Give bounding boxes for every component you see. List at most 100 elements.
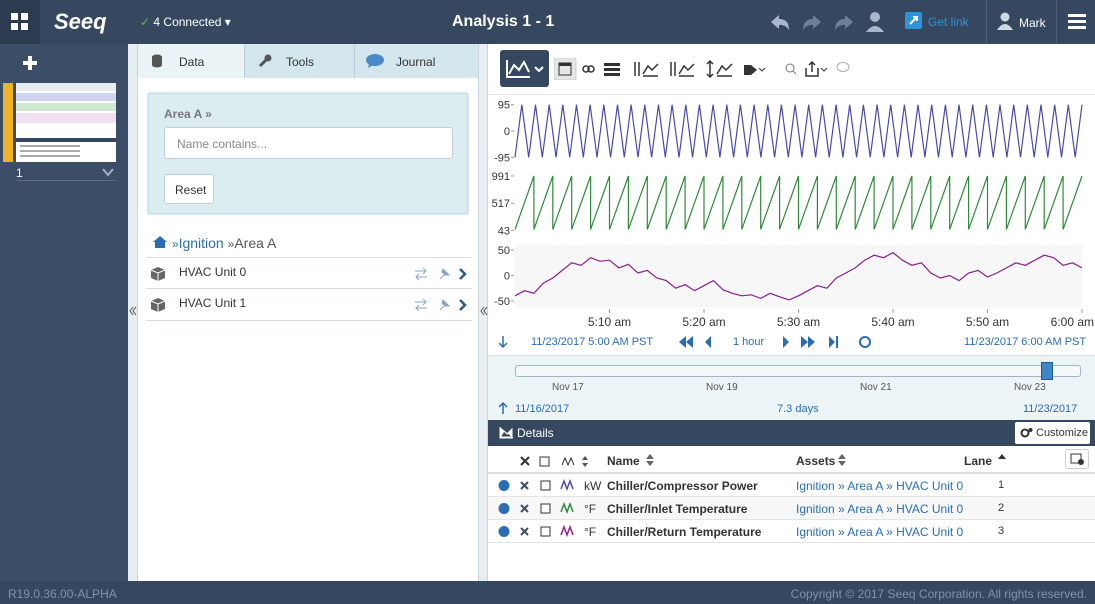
- tab-tools[interactable]: Tools: [244, 44, 354, 78]
- tab-label: Data: [179, 55, 204, 69]
- version: R19.0.36.00-ALPHA: [8, 587, 117, 601]
- share[interactable]: [866, 26, 884, 32]
- y-tick-label: -95: [494, 152, 510, 164]
- asset-path[interactable]: Ignition » Area A » HVAC Unit 0: [796, 502, 963, 516]
- lane-background: [515, 245, 1082, 307]
- range-tick: Nov 19: [706, 382, 738, 393]
- reset-button[interactable]: Reset: [164, 174, 214, 204]
- y-tick-label: -50: [494, 296, 510, 308]
- range-start[interactable]: 11/16/2017: [515, 403, 569, 415]
- journal-icon: [365, 53, 385, 69]
- redo-all[interactable]: [835, 15, 853, 30]
- info-icon: [499, 526, 510, 537]
- logo[interactable]: Seeq: [54, 9, 107, 35]
- asset-icon: [150, 297, 166, 313]
- search-box: Area A » Name contains... Reset: [148, 93, 468, 214]
- asset-name: HVAC Unit 1: [179, 296, 246, 310]
- remove-icon: [521, 505, 528, 512]
- customize-button[interactable]: Customize: [1015, 422, 1090, 444]
- remove-icon: [521, 482, 528, 489]
- divider: [986, 0, 987, 44]
- y-tick-label: 517: [492, 198, 510, 210]
- display-duration[interactable]: 1 hour: [733, 336, 764, 348]
- investigate-range: Nov 17 Nov 19 Nov 21 Nov 23 11/16/2017 7…: [488, 355, 1095, 420]
- row-icons: [498, 479, 588, 492]
- add-worksheet[interactable]: [22, 55, 38, 71]
- lane-number: 2: [998, 502, 1004, 514]
- detail-row[interactable]: °FChiller/Return TemperatureIgnition » A…: [488, 520, 1095, 543]
- home-icon[interactable]: [152, 235, 168, 248]
- tab-journal[interactable]: Journal: [354, 44, 478, 78]
- connection-status[interactable]: ✓ 4 Connected ▾: [140, 15, 231, 29]
- signal-icon: [561, 504, 573, 512]
- signal-name: Chiller/Return Temperature: [607, 525, 761, 539]
- trend-toolbar: [488, 44, 1095, 95]
- detail-row[interactable]: °FChiller/Inlet TemperatureIgnition » Ar…: [488, 497, 1095, 520]
- details-table: Name Assets Lane kW Chiller/Compressor Po…: [488, 446, 1095, 581]
- breadcrumb: »Ignition »Area A: [152, 235, 276, 251]
- y-tick-label: 43: [498, 225, 510, 237]
- collapse-left[interactable]: [128, 44, 138, 581]
- up-arrow[interactable]: [498, 401, 508, 415]
- worksheet-thumbnail[interactable]: [16, 83, 116, 162]
- footer: R19.0.36.00-ALPHA Copyright © 2017 Seeq …: [0, 581, 1095, 604]
- y-tick-label: 95: [498, 100, 510, 112]
- unit: kW: [584, 479, 601, 493]
- display-end[interactable]: 11/23/2017 6:00 AM PST: [964, 336, 1086, 348]
- sort-icon[interactable]: [998, 454, 1006, 460]
- range-track: [515, 365, 1081, 377]
- lane-number: 3: [998, 525, 1004, 537]
- tab-data[interactable]: Data: [138, 44, 244, 78]
- asset-row[interactable]: HVAC Unit 0: [146, 257, 472, 289]
- sort-icon[interactable]: [838, 454, 846, 466]
- column-header[interactable]: Assets: [796, 454, 835, 468]
- worksheet-number: 1: [16, 166, 23, 180]
- sort-icon[interactable]: [646, 454, 654, 466]
- undo[interactable]: [771, 15, 789, 30]
- range-selector[interactable]: [1041, 362, 1053, 380]
- search-scope[interactable]: Area A »: [164, 107, 212, 121]
- search-input[interactable]: Name contains...: [164, 127, 453, 159]
- x-tick-label: 5:10 am: [588, 315, 631, 329]
- display-start[interactable]: 11/23/2017 5:00 AM PST: [531, 336, 653, 348]
- column-options[interactable]: [1065, 449, 1089, 469]
- menu-icon[interactable]: [1068, 12, 1086, 30]
- y-tick-label: 50: [498, 245, 510, 257]
- down-arrow[interactable]: [498, 335, 508, 349]
- step-back[interactable]: [678, 335, 728, 349]
- view-selector[interactable]: [500, 50, 549, 87]
- asset-name: HVAC Unit 0: [179, 265, 246, 279]
- breadcrumb-item[interactable]: Ignition: [179, 235, 224, 251]
- asset-path[interactable]: Ignition » Area A » HVAC Unit 0: [796, 525, 963, 539]
- worksheet-menu[interactable]: [102, 168, 114, 177]
- details-header: Details Customize: [488, 420, 1095, 446]
- select-box: [541, 527, 550, 536]
- signal-name: Chiller/Compressor Power: [607, 479, 758, 493]
- asset-row[interactable]: HVAC Unit 1: [146, 289, 472, 321]
- y-tick-label: 991: [492, 171, 510, 183]
- redo[interactable]: [803, 15, 821, 30]
- asset-path[interactable]: Ignition » Area A » HVAC Unit 0: [796, 479, 963, 493]
- column-header[interactable]: Name: [607, 454, 640, 468]
- toolbar-icons: [554, 58, 864, 80]
- get-link[interactable]: Get link: [928, 15, 969, 29]
- user-name[interactable]: Mark: [1019, 16, 1046, 30]
- collapse-right[interactable]: [478, 44, 488, 581]
- table-header: Name Assets Lane: [488, 446, 1095, 474]
- asset-icon: [150, 266, 166, 282]
- step-forward[interactable]: [781, 335, 881, 349]
- x-tick-label: 5:30 am: [777, 315, 820, 329]
- detail-row[interactable]: kW Chiller/Compressor Power Ignition » Are…: [488, 474, 1095, 497]
- app-menu[interactable]: [0, 0, 40, 44]
- collapse-arrow: [480, 306, 488, 316]
- signal-icon: [561, 527, 573, 535]
- column-header[interactable]: Lane: [964, 454, 992, 468]
- link-icon[interactable]: [904, 11, 924, 31]
- range-end[interactable]: 11/23/2017: [1023, 403, 1077, 415]
- data-panel: Data Tools Journal Area A » Name contain…: [138, 44, 478, 581]
- asset-actions: [414, 267, 468, 281]
- analysis-title[interactable]: Analysis 1 - 1: [452, 13, 554, 31]
- range-duration[interactable]: 7.3 days: [777, 403, 819, 415]
- trend-chart: 950-9599151743500-505:10 am5:20 am5:30 a…: [488, 95, 1095, 335]
- info-icon: [499, 480, 510, 491]
